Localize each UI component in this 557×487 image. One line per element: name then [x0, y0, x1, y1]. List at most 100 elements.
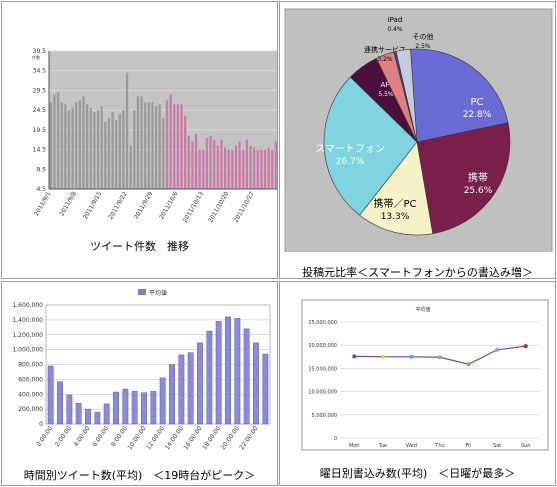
x-tick-label: 6:00:00: [91, 425, 110, 448]
y-tick-label: 24.5: [33, 107, 47, 114]
september-bar: [115, 120, 118, 189]
tweet-count-caption: ツイート件数 推移: [90, 240, 189, 253]
tweet-count-chart: 4.5 9.5 14.5 19.5 24.5 29.5 34.5 39.5件数 2011/9/1…: [32, 48, 277, 224]
september-bar: [158, 104, 161, 189]
hour-bar: [94, 411, 101, 425]
pie-slice: [410, 48, 509, 143]
slice-value: 2.5%: [415, 43, 431, 50]
y-tick-label: 1,000,000: [12, 347, 43, 354]
y-tick-label: 10,000,000: [308, 390, 337, 396]
october-bar: [187, 135, 190, 189]
x-tick-label: Mon: [349, 443, 360, 449]
october-bar: [173, 104, 176, 189]
y-tick-label: 14.5: [33, 147, 47, 154]
weekday-point: [495, 347, 500, 352]
hour-bar: [187, 352, 194, 425]
october-bar: [191, 141, 194, 189]
hour-bar: [206, 330, 213, 425]
september-bar: [53, 94, 56, 189]
slice-value: 5.5%: [378, 91, 394, 98]
hour-bar: [253, 342, 259, 425]
y-tick-label: 19.5: [33, 127, 47, 134]
october-bar: [253, 147, 256, 189]
panel-tweet-count: 4.5 9.5 14.5 19.5 24.5 29.5 34.5 39.5 件数 2011/9/1…: [1, 1, 278, 279]
september-bar: [78, 100, 81, 189]
pie-slice: [323, 76, 418, 216]
october-bar: [249, 145, 252, 189]
x-tick-label: Fri: [466, 443, 472, 449]
slice-label: PC: [470, 97, 483, 108]
september-bar: [64, 104, 67, 189]
hourly-tweets-caption: 時間別ツイート数(平均) ＜19時台がピーク＞: [23, 469, 256, 482]
september-bar: [49, 102, 52, 189]
hour-bar: [75, 402, 82, 425]
hour-bar: [131, 391, 138, 425]
weekday-point: [438, 355, 442, 360]
october-bar: [267, 147, 270, 189]
october-bar: [169, 94, 172, 189]
legend-label: 平均値: [415, 306, 430, 313]
x-tick-label: 2011/10/20: [207, 190, 230, 224]
slice-value: 3.2%: [377, 56, 393, 63]
y-tick-label: 39.5: [33, 48, 47, 55]
x-tick-label: 4:00:00: [73, 425, 92, 448]
slice-label: iPad: [388, 16, 403, 24]
september-bar: [75, 102, 78, 189]
hour-bar: [113, 391, 119, 425]
x-tick-label: Tue: [378, 443, 388, 449]
slice-label: その他: [413, 32, 434, 41]
x-tick-label: 2011/9/29: [133, 190, 155, 220]
september-bar: [71, 108, 74, 189]
weekday-point: [523, 344, 528, 349]
y-tick-label: 800,000: [18, 362, 43, 369]
october-bar: [231, 149, 234, 189]
september-bar: [129, 145, 132, 189]
slice-label: API: [380, 81, 391, 89]
october-bar: [216, 145, 219, 189]
weekday-point: [409, 354, 414, 359]
october-bar: [223, 147, 227, 189]
x-tick-label: Sat: [493, 443, 501, 449]
y-tick-label: 0: [334, 436, 337, 442]
slice-label: 携帯: [468, 171, 488, 184]
y-tick-label: 600,000: [18, 376, 43, 383]
slice-value: 26.7%: [336, 157, 365, 167]
y-tick-label: 4.5: [36, 186, 46, 193]
hour-bar: [225, 316, 231, 425]
y-axis-title: 件数: [32, 54, 40, 60]
hour-bar: [262, 353, 269, 425]
hour-bar: [85, 408, 91, 425]
x-tick-label: 8:00:00: [110, 425, 129, 448]
x-tick-label: 2011/9/22: [107, 190, 129, 220]
x-tick-label: 2011/10/13: [182, 190, 205, 224]
september-bar: [100, 106, 103, 189]
y-tick-label: 400,000: [18, 391, 43, 398]
x-tick-label: 2:00:00: [54, 425, 73, 448]
weekday-point: [380, 354, 385, 359]
september-bar: [144, 102, 147, 189]
october-bar: [227, 149, 230, 189]
hour-bar: [141, 392, 147, 425]
september-bar: [56, 92, 60, 189]
hour-bar: [47, 365, 54, 425]
september-bar: [162, 118, 165, 189]
september-bar: [93, 112, 96, 189]
source-share-chart: PC 22.8% 携帯 25.6% 携帯／PC 13.3% スマートフォン 26.7% API 5…: [284, 8, 553, 252]
x-tick-label: 2011/10/6: [158, 190, 180, 220]
september-bar: [85, 104, 89, 189]
september-bar: [104, 121, 107, 189]
september-bar: [111, 112, 114, 189]
y-tick-label: 29.5: [33, 87, 47, 94]
x-tick-label: Sun: [521, 443, 531, 449]
september-bar: [60, 102, 63, 189]
y-tick-label: 20,000,000: [308, 343, 337, 349]
legend-swatch: [138, 289, 146, 295]
x-tick-label: 22:00:00: [238, 425, 259, 451]
slice-value: 0.4%: [387, 26, 403, 33]
october-bar: [209, 135, 212, 189]
october-bar: [260, 149, 263, 189]
slice-label: スマートフォン: [315, 144, 385, 155]
y-tick-label: 15,000,000: [308, 366, 337, 372]
source-share-caption: 投稿元比率＜スマートフォンからの書込み増＞: [302, 266, 533, 279]
september-bar: [140, 96, 143, 189]
